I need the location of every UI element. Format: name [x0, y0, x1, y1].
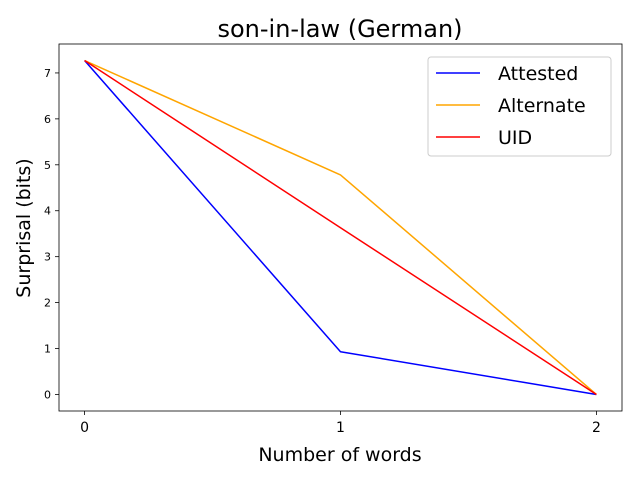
y-axis-label: Surprisal (bits)	[13, 158, 35, 297]
legend: Attested Alternate UID	[427, 56, 612, 157]
x-tick-label: 0	[80, 420, 89, 436]
y-tick-label: 0	[44, 388, 51, 401]
series-line-alternate	[84, 59, 597, 396]
x-axis-ticks: 0 1 2	[80, 411, 601, 436]
legend-label-attested: Attested	[498, 63, 578, 85]
x-axis-label: Number of words	[258, 444, 421, 466]
series-line-uid	[84, 59, 597, 396]
legend-frame	[427, 56, 612, 157]
chart-title: son-in-law (German)	[217, 15, 462, 43]
x-tick-label: 2	[592, 420, 601, 436]
series-group	[84, 59, 597, 396]
legend-label-uid: UID	[498, 127, 532, 149]
x-tick-label: 1	[336, 420, 345, 436]
y-tick-label: 6	[44, 113, 51, 126]
y-tick-label: 2	[44, 297, 51, 310]
y-tick-label: 4	[44, 205, 51, 218]
y-tick-label: 3	[44, 251, 51, 264]
y-axis-ticks: 0 1 2 3 4 5 6 7	[44, 67, 59, 401]
legend-label-alternate: Alternate	[498, 95, 586, 117]
series-line-attested	[84, 60, 597, 396]
legend-items: Attested Alternate UID	[436, 63, 586, 149]
y-tick-label: 5	[44, 159, 51, 172]
y-tick-label: 1	[44, 343, 51, 356]
y-tick-label: 7	[44, 67, 51, 80]
